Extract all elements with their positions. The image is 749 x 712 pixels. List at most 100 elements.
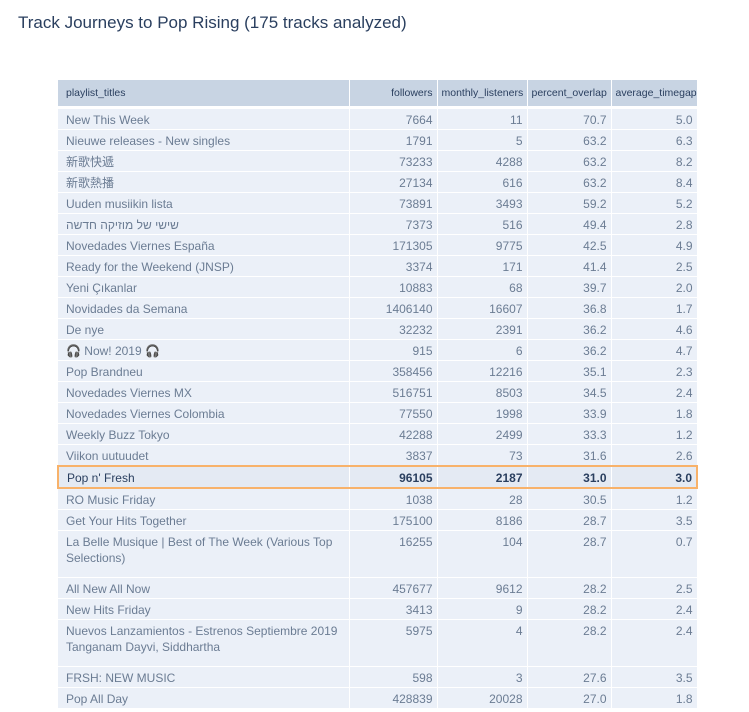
cell-playlist-titles: De nye [58, 318, 350, 340]
cell-followers: 77550 [349, 402, 438, 424]
cell-playlist-titles: Novedades Viernes MX [58, 381, 350, 403]
table-row[interactable]: Nuevos Lanzamientos - Estrenos Septiembr… [58, 619, 698, 667]
table-row[interactable]: RO Music Friday 1038 28 30.5 1.2 [58, 488, 698, 510]
cell-average-timegap: 0.7 [611, 530, 698, 578]
cell-percent-overlap: 42.5 [527, 234, 612, 256]
table-row[interactable]: Pop n' Fresh 96105 2187 31.0 3.0 [57, 465, 698, 489]
table-row[interactable]: Novedades Viernes MX 516751 8503 34.5 2.4 [58, 381, 698, 403]
cell-average-timegap: 2.8 [611, 213, 698, 235]
cell-monthly-listeners: 5 [437, 129, 528, 151]
cell-percent-overlap: 49.4 [527, 213, 612, 235]
cell-percent-overlap: 63.2 [527, 150, 612, 172]
cell-followers: 457677 [349, 577, 438, 599]
cell-percent-overlap: 35.1 [527, 360, 612, 382]
cell-average-timegap: 5.0 [611, 107, 698, 130]
column-header-followers[interactable]: followers [349, 80, 438, 109]
cell-monthly-listeners: 8503 [437, 381, 528, 403]
cell-average-timegap: 3.0 [611, 465, 698, 489]
table-row[interactable]: Viikon uutuudet 3837 73 31.6 2.6 [58, 444, 698, 467]
table-row[interactable]: Novedades Viernes España 171305 9775 42.5 4.… [58, 234, 698, 256]
table-row[interactable]: 新歌快遞 73233 4288 63.2 8.2 [58, 150, 698, 172]
cell-playlist-titles: Novidades da Semana [58, 297, 350, 319]
cell-average-timegap: 2.5 [611, 255, 698, 277]
table-row[interactable]: De nye 32232 2391 36.2 4.6 [58, 318, 698, 340]
column-header-percent-overlap[interactable]: percent_overlap [527, 80, 612, 109]
cell-followers: 10883 [349, 276, 438, 298]
cell-percent-overlap: 70.7 [527, 107, 612, 130]
cell-percent-overlap: 36.2 [527, 318, 612, 340]
table-row[interactable]: New This Week 7664 11 70.7 5.0 [58, 107, 698, 130]
cell-followers: 16255 [349, 530, 438, 578]
cell-percent-overlap: 27.6 [527, 666, 612, 688]
cell-followers: 3837 [349, 444, 438, 467]
cell-followers: 7664 [349, 107, 438, 130]
cell-playlist-titles: New Hits Friday [58, 598, 350, 620]
cell-playlist-titles: New This Week [58, 107, 350, 130]
cell-percent-overlap: 31.6 [527, 444, 612, 467]
cell-monthly-listeners: 171 [437, 255, 528, 277]
table-row[interactable]: Uuden musiikin lista 73891 3493 59.2 5.2 [58, 192, 698, 214]
cell-followers: 73891 [349, 192, 438, 214]
cell-percent-overlap: 31.0 [527, 465, 612, 489]
cell-percent-overlap: 30.5 [527, 488, 612, 510]
cell-monthly-listeners: 28 [437, 488, 528, 510]
table-row[interactable]: Ready for the Weekend (JNSP) 3374 171 41.4 2… [58, 255, 698, 277]
cell-percent-overlap: 63.2 [527, 171, 612, 193]
cell-percent-overlap: 33.9 [527, 402, 612, 424]
cell-playlist-titles: All New All Now [58, 577, 350, 599]
cell-percent-overlap: 59.2 [527, 192, 612, 214]
cell-average-timegap: 6.3 [611, 129, 698, 151]
table-row[interactable]: Weekly Buzz Tokyo 42288 2499 33.3 1.2 [58, 423, 698, 445]
table-row[interactable]: Yeni Çıkanlar 10883 68 39.7 2.0 [58, 276, 698, 298]
table-row[interactable]: Nieuwe releases - New singles 1791 5 63.2 6.… [58, 129, 698, 151]
cell-playlist-titles: Nieuwe releases - New singles [58, 129, 350, 151]
table-row[interactable]: Get Your Hits Together 175100 8186 28.7 3.5 [58, 509, 698, 531]
cell-followers: 598 [349, 666, 438, 688]
table-row[interactable]: 🎧 Now! 2019 🎧 915 6 36.2 4.7 [58, 339, 698, 361]
table-row[interactable]: All New All Now 457677 9612 28.2 2.5 [58, 577, 698, 599]
table-row[interactable]: Pop Brandneu 358456 12216 35.1 2.3 [58, 360, 698, 382]
cell-monthly-listeners: 616 [437, 171, 528, 193]
cell-monthly-listeners: 68 [437, 276, 528, 298]
cell-percent-overlap: 27.0 [527, 687, 612, 709]
table-row[interactable]: 新歌熱播 27134 616 63.2 8.4 [58, 171, 698, 193]
cell-monthly-listeners: 16607 [437, 297, 528, 319]
column-header-monthly-listeners[interactable]: monthly_listeners [437, 80, 528, 109]
cell-monthly-listeners: 11 [437, 107, 528, 130]
cell-playlist-titles: Yeni Çıkanlar [58, 276, 350, 298]
cell-average-timegap: 2.5 [611, 577, 698, 599]
cell-followers: 1038 [349, 488, 438, 510]
table-row[interactable]: Novidades da Semana 1406140 16607 36.8 1.7 [58, 297, 698, 319]
cell-monthly-listeners: 8186 [437, 509, 528, 531]
table-row[interactable]: La Belle Musique | Best of The Week (Var… [58, 530, 698, 578]
cell-playlist-titles: Pop n' Fresh [57, 465, 350, 489]
cell-playlist-titles: Nuevos Lanzamientos - Estrenos Septiembr… [58, 619, 350, 667]
cell-followers: 1406140 [349, 297, 438, 319]
cell-playlist-titles: Uuden musiikin lista [58, 192, 350, 214]
table-row[interactable]: שישי של מוזיקה חדשה 7373 516 49.4 2.8 [58, 213, 698, 235]
cell-monthly-listeners: 2391 [437, 318, 528, 340]
cell-percent-overlap: 28.7 [527, 530, 612, 578]
cell-monthly-listeners: 516 [437, 213, 528, 235]
cell-monthly-listeners: 9 [437, 598, 528, 620]
table-row[interactable]: FRSH: NEW MUSIC 598 3 27.6 3.5 [58, 666, 698, 688]
cell-average-timegap: 4.6 [611, 318, 698, 340]
table-row[interactable]: Novedades Viernes Colombia 77550 1998 33.9 1… [58, 402, 698, 424]
cell-average-timegap: 2.4 [611, 598, 698, 620]
cell-monthly-listeners: 9775 [437, 234, 528, 256]
cell-followers: 96105 [349, 465, 438, 489]
cell-playlist-titles: La Belle Musique | Best of The Week (Var… [58, 530, 350, 578]
cell-playlist-titles: Viikon uutuudet [58, 444, 350, 467]
column-header-average-timegap[interactable]: average_timegap [611, 80, 698, 109]
table-row[interactable]: Pop All Day 428839 20028 27.0 1.8 [58, 687, 698, 709]
cell-average-timegap: 2.0 [611, 276, 698, 298]
cell-followers: 3374 [349, 255, 438, 277]
table-row[interactable]: New Hits Friday 3413 9 28.2 2.4 [58, 598, 698, 620]
cell-average-timegap: 3.5 [611, 666, 698, 688]
cell-monthly-listeners: 3493 [437, 192, 528, 214]
column-header-playlist-titles[interactable]: playlist_titles [58, 80, 350, 109]
cell-playlist-titles: FRSH: NEW MUSIC [58, 666, 350, 688]
cell-average-timegap: 8.4 [611, 171, 698, 193]
cell-followers: 171305 [349, 234, 438, 256]
cell-followers: 5975 [349, 619, 438, 667]
